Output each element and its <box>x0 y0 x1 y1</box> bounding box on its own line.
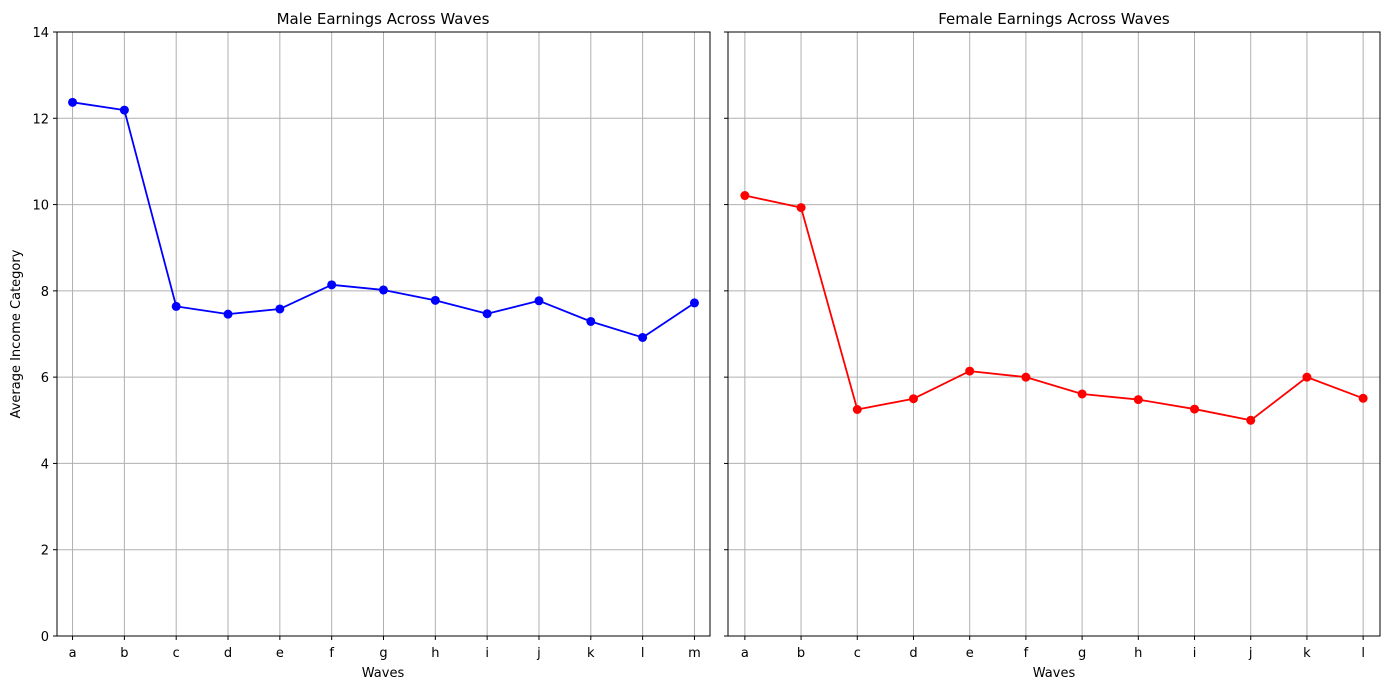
x-tick-label: m <box>688 646 701 661</box>
x-tick-label: f <box>1024 646 1029 661</box>
data-point <box>1133 395 1143 405</box>
grid <box>728 31 1380 637</box>
x-tick-label: g <box>379 646 387 661</box>
y-tick-label: 2 <box>41 544 49 559</box>
data-point <box>223 309 233 319</box>
y-tick-label: 0 <box>41 630 49 645</box>
chart-title: Male Earnings Across Waves <box>277 10 490 28</box>
x-tick-label: d <box>224 646 232 661</box>
y-tick-label: 14 <box>32 26 49 41</box>
x-tick-label: i <box>1193 646 1197 661</box>
x-tick-label: b <box>797 646 805 661</box>
plot-frame <box>727 31 1381 637</box>
y-tick-label: 8 <box>41 285 49 300</box>
data-point <box>430 295 440 305</box>
data-point <box>379 285 388 295</box>
data-point <box>965 366 975 376</box>
plot-frame <box>56 31 711 637</box>
grid <box>57 31 710 637</box>
chart-title: Female Earnings Across Waves <box>938 10 1170 28</box>
x-tick-label: k <box>1303 646 1311 661</box>
x-axis-label: Waves <box>1033 666 1076 681</box>
x-tick-label: a <box>741 646 749 661</box>
x-tick-label: f <box>329 646 334 661</box>
data-point <box>1021 372 1031 382</box>
y-tick-label: 12 <box>32 112 49 127</box>
data-point <box>1302 372 1312 382</box>
series-line <box>744 194 1364 422</box>
data-point <box>908 394 918 404</box>
data-point <box>1246 415 1256 425</box>
data-point <box>1077 389 1087 399</box>
y-tick-label: 4 <box>41 457 49 472</box>
data-point <box>119 105 129 115</box>
x-tick-label: e <box>966 646 974 661</box>
data-point <box>852 405 862 414</box>
data-point <box>482 309 492 319</box>
data-point <box>1358 393 1368 403</box>
x-tick-label: a <box>69 646 77 661</box>
x-axis-label: Waves <box>362 666 405 681</box>
y-axis-label: Average Income Category <box>9 249 24 418</box>
data-point <box>586 316 596 326</box>
x-tick-label: b <box>120 646 128 661</box>
female-earnings-panel: Female Earnings Across Waves Waves a b c d e… <box>724 10 1381 681</box>
data-point <box>1190 404 1200 414</box>
x-tick-label: l <box>641 646 645 661</box>
x-tick-label: h <box>431 646 439 661</box>
x-tick-label: l <box>1361 646 1365 661</box>
male-earnings-panel: Male Earnings Across Waves Waves Average… <box>9 10 711 681</box>
x-tick-label: j <box>1248 646 1253 661</box>
x-tick-label: c <box>173 646 180 661</box>
x-tick-label: d <box>909 646 917 661</box>
x-tick-label: k <box>587 646 595 661</box>
data-point <box>638 332 648 342</box>
data-point <box>171 301 181 311</box>
x-tick-label: h <box>1134 646 1142 661</box>
data-point <box>275 304 285 314</box>
data-point <box>689 298 699 308</box>
data-point <box>740 191 750 201</box>
y-tick-label: 6 <box>41 371 49 386</box>
x-tick-label: j <box>536 646 541 661</box>
x-tick-label: e <box>276 646 284 661</box>
x-tick-label: g <box>1078 646 1086 661</box>
data-point <box>796 203 806 213</box>
y-tick-label: 10 <box>32 199 49 214</box>
x-tick-label: i <box>485 646 489 661</box>
data-point <box>68 97 78 107</box>
data-point <box>534 296 544 306</box>
x-tick-label: c <box>854 646 861 661</box>
data-point <box>327 280 337 290</box>
